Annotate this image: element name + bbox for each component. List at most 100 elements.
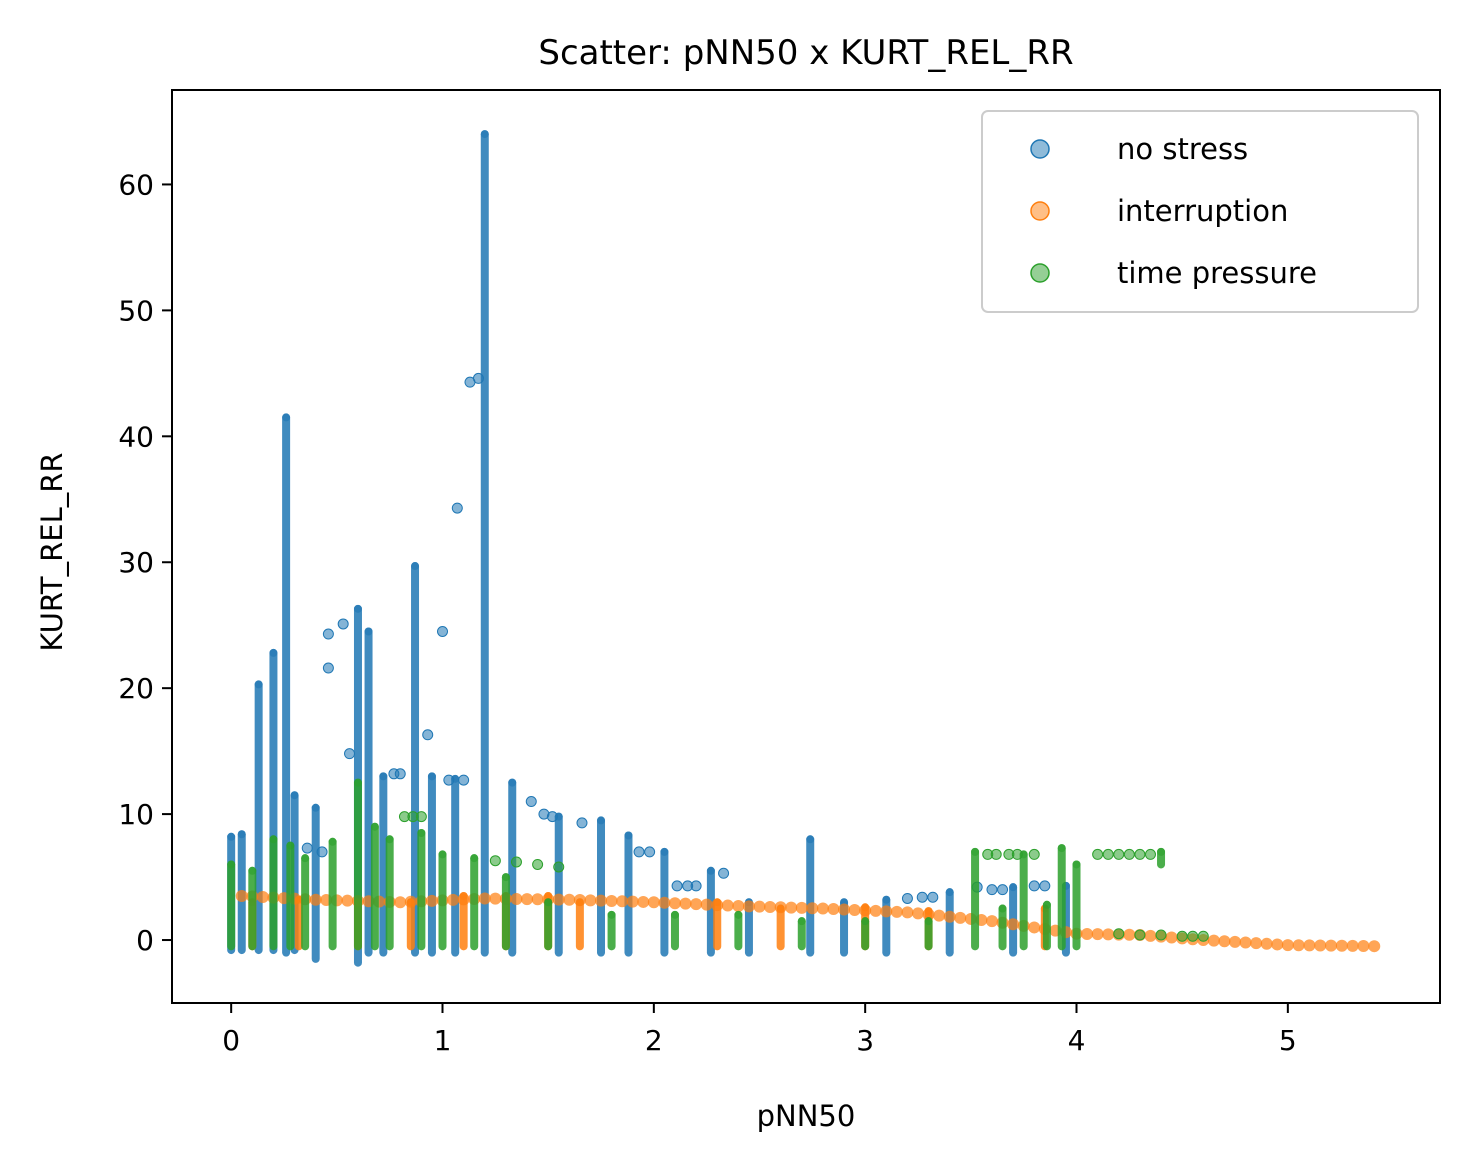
data-point xyxy=(1239,936,1252,949)
series-1 xyxy=(227,130,1070,967)
point-column xyxy=(1042,900,1051,951)
data-point xyxy=(1028,880,1040,892)
data-point xyxy=(1007,918,1020,931)
point-column xyxy=(353,778,362,951)
point-column xyxy=(1057,844,1066,951)
data-point xyxy=(848,903,861,916)
data-point xyxy=(510,856,522,868)
data-point xyxy=(531,893,544,906)
data-point xyxy=(248,866,257,875)
data-point xyxy=(1250,937,1263,950)
data-point xyxy=(1271,938,1284,951)
point-column xyxy=(924,917,933,951)
data-point xyxy=(670,910,679,919)
legend-box xyxy=(981,110,1419,313)
data-point xyxy=(237,830,246,839)
data-point xyxy=(1028,921,1041,934)
point-column xyxy=(797,917,806,951)
point-column xyxy=(254,680,263,955)
data-point xyxy=(269,648,278,657)
data-point xyxy=(415,811,427,823)
data-point xyxy=(311,803,320,812)
point-column xyxy=(470,854,479,951)
data-point xyxy=(1092,848,1104,860)
data-point xyxy=(370,822,379,831)
data-point xyxy=(322,662,334,674)
point-column xyxy=(501,873,510,951)
data-point xyxy=(425,894,438,907)
data-point xyxy=(472,372,484,384)
y-tick-label: 20 xyxy=(118,672,154,705)
data-point xyxy=(525,796,537,808)
legend-label: no stress xyxy=(1117,132,1248,166)
data-point xyxy=(328,837,337,846)
data-point xyxy=(1134,929,1146,941)
data-point xyxy=(954,911,967,924)
point-column xyxy=(370,822,379,951)
data-point xyxy=(985,915,998,928)
data-point xyxy=(861,917,870,926)
point-column xyxy=(776,904,785,951)
point-column xyxy=(1072,860,1081,951)
x-axis-label: pNN50 xyxy=(757,1099,856,1133)
data-point xyxy=(943,910,956,923)
data-point xyxy=(1335,939,1348,952)
data-point xyxy=(417,828,426,837)
data-point xyxy=(256,891,269,904)
data-point xyxy=(1123,928,1136,941)
point-column xyxy=(861,917,870,951)
data-point xyxy=(1197,930,1209,942)
data-point xyxy=(301,854,310,863)
data-point xyxy=(1011,848,1023,860)
y-tick-label: 40 xyxy=(118,420,154,453)
data-point xyxy=(437,626,449,638)
data-point xyxy=(882,895,891,904)
chart-title: Scatter: pNN50 x KURT_REL_RR xyxy=(538,33,1073,73)
data-point xyxy=(563,893,576,906)
data-point xyxy=(269,835,278,844)
point-column xyxy=(286,841,295,951)
point-column xyxy=(597,816,606,957)
data-point xyxy=(605,894,618,907)
point-column xyxy=(998,904,1007,951)
point-column xyxy=(248,866,257,951)
data-point xyxy=(1144,929,1157,942)
point-column xyxy=(451,774,460,957)
data-point xyxy=(1102,848,1114,860)
data-point xyxy=(859,904,872,917)
data-point xyxy=(411,562,420,571)
data-point xyxy=(624,831,633,840)
data-point xyxy=(671,880,683,892)
x-tick-label: 5 xyxy=(1279,1024,1297,1057)
data-point xyxy=(971,847,980,856)
data-point xyxy=(721,899,734,912)
data-point xyxy=(706,866,715,875)
point-column xyxy=(411,562,420,957)
point-column xyxy=(406,898,415,951)
data-point xyxy=(552,893,565,906)
data-point xyxy=(394,768,406,780)
y-tick-label: 30 xyxy=(118,546,154,579)
point-column xyxy=(438,850,447,951)
data-point xyxy=(912,907,925,920)
data-point xyxy=(711,899,724,912)
data-point xyxy=(1303,939,1316,952)
data-point xyxy=(1123,848,1135,860)
point-column xyxy=(744,898,753,957)
data-point xyxy=(1229,935,1242,948)
data-point xyxy=(422,729,434,741)
data-point xyxy=(1207,934,1220,947)
data-point xyxy=(595,894,608,907)
data-point xyxy=(816,902,829,915)
data-point xyxy=(1113,848,1125,860)
x-tick-label: 0 xyxy=(222,1024,240,1057)
x-tick-label: 1 xyxy=(434,1024,452,1057)
data-point xyxy=(1155,929,1167,941)
data-point xyxy=(764,900,777,913)
data-point xyxy=(774,901,787,914)
data-point xyxy=(916,891,928,903)
data-point xyxy=(997,884,1009,896)
y-tick-label: 10 xyxy=(118,798,154,831)
